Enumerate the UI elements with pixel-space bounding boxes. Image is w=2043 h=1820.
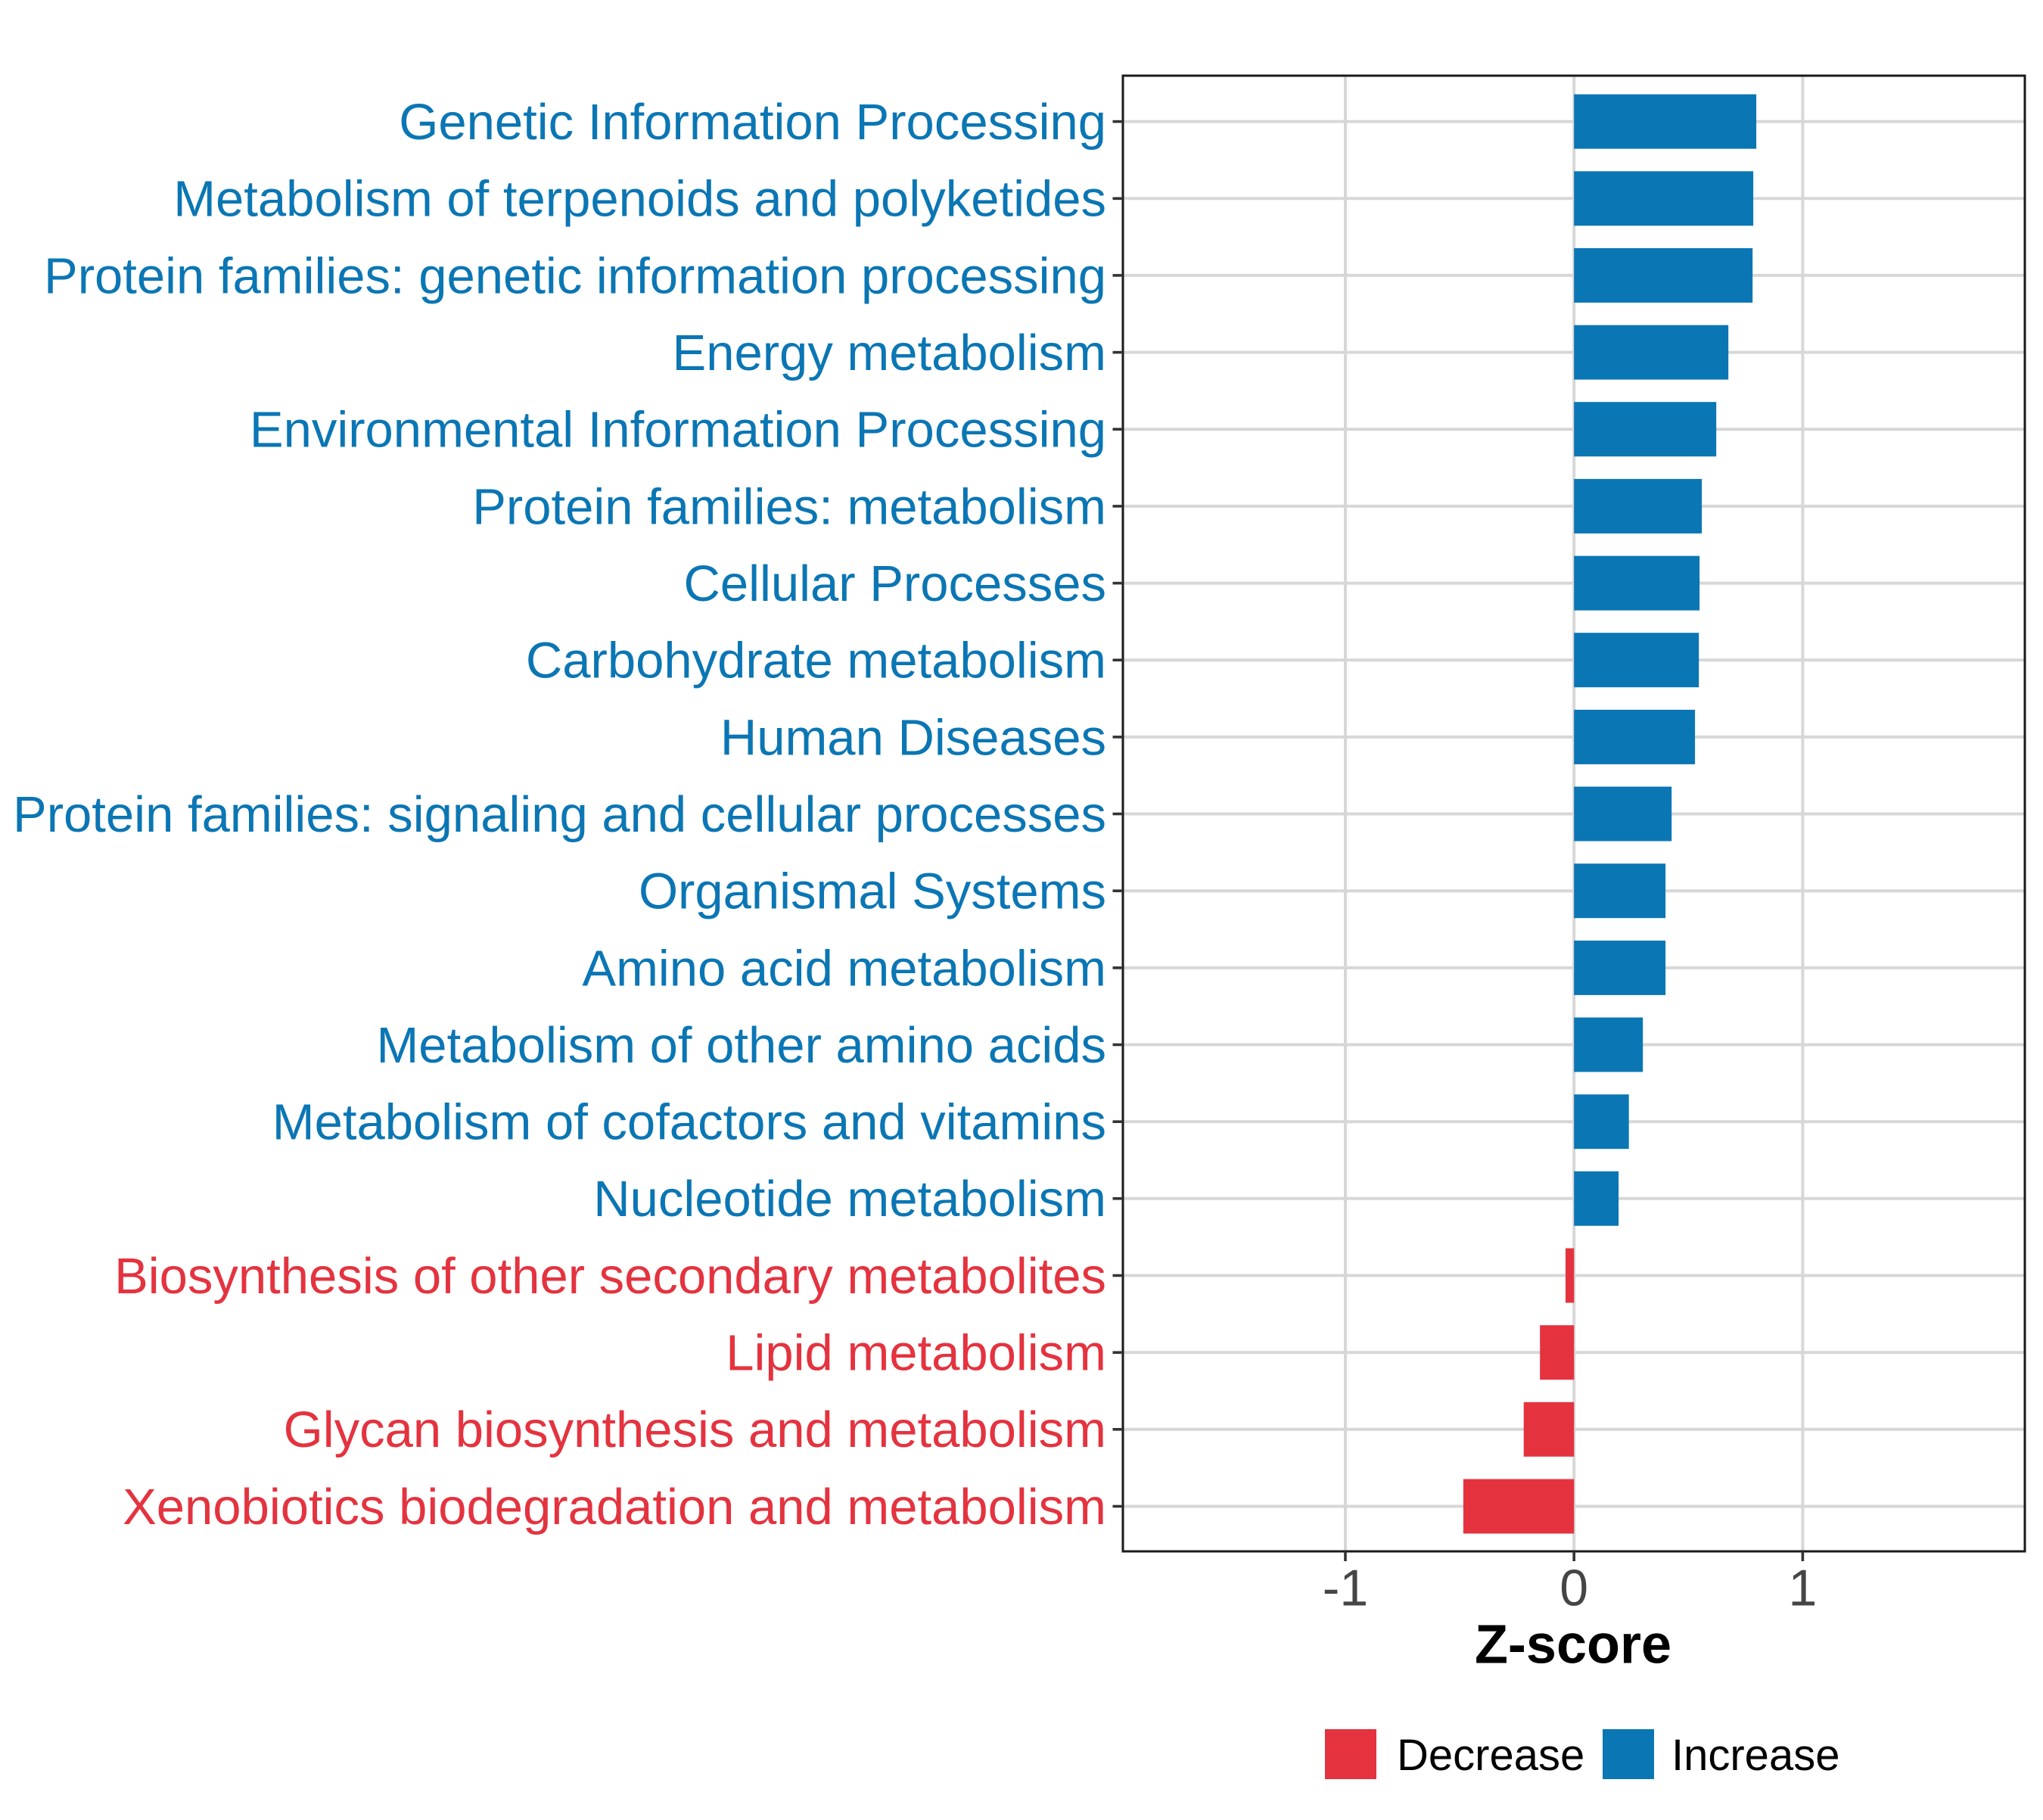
svg-text:Protein families: metabolism: Protein families: metabolism [472, 478, 1106, 535]
svg-text:Decrease: Decrease [1397, 1731, 1584, 1780]
svg-text:Energy metabolism: Energy metabolism [673, 325, 1106, 381]
svg-text:Glycan biosynthesis and metabo: Glycan biosynthesis and metabolism [284, 1402, 1106, 1458]
svg-text:Carbohydrate metabolism: Carbohydrate metabolism [526, 633, 1106, 689]
svg-text:Z-score: Z-score [1475, 1615, 1671, 1675]
svg-text:Biosynthesis of other secondar: Biosynthesis of other secondary metaboli… [114, 1248, 1106, 1305]
svg-text:-1: -1 [1323, 1560, 1368, 1617]
svg-text:Increase: Increase [1671, 1731, 1839, 1780]
svg-text:Protein families: signaling an: Protein families: signaling and cellular… [13, 786, 1106, 843]
svg-text:Amino acid metabolism: Amino acid metabolism [582, 940, 1106, 997]
svg-text:Genetic Information Processing: Genetic Information Processing [399, 94, 1106, 151]
svg-text:Nucleotide metabolism: Nucleotide metabolism [593, 1171, 1106, 1227]
svg-text:Organismal Systems: Organismal Systems [639, 863, 1106, 920]
svg-text:Metabolism of other amino acid: Metabolism of other amino acids [377, 1017, 1107, 1074]
svg-text:0: 0 [1559, 1560, 1588, 1617]
svg-text:Protein families: genetic info: Protein families: genetic information pr… [44, 247, 1106, 304]
svg-text:1: 1 [1788, 1560, 1817, 1617]
svg-text:Human Diseases: Human Diseases [720, 709, 1106, 766]
svg-text:Metabolism of cofactors and vi: Metabolism of cofactors and vitamins [272, 1094, 1106, 1151]
svg-text:Environmental Information Proc: Environmental Information Processing [250, 402, 1106, 459]
svg-text:Xenobiotics biodegradation and: Xenobiotics biodegradation and metabolis… [123, 1479, 1106, 1535]
svg-text:Lipid metabolism: Lipid metabolism [726, 1325, 1106, 1382]
svg-text:Cellular Processes: Cellular Processes [683, 555, 1106, 612]
svg-text:Metabolism of terpenoids and p: Metabolism of terpenoids and polyketides [173, 171, 1106, 228]
